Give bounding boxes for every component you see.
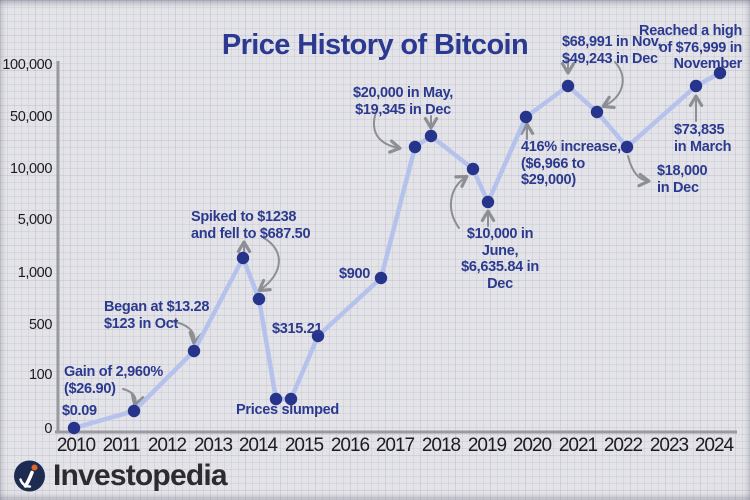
x-axis-label: 2016 bbox=[330, 435, 370, 456]
annotation-price-900: $900 bbox=[339, 266, 371, 282]
x-axis-label: 2024 bbox=[694, 435, 734, 456]
annotation-spiked-2013: Spiked to $1238 and fell to $687.50 bbox=[191, 209, 311, 242]
annotation-gain-2011: Gain of 2,960% ($26.90) bbox=[64, 364, 163, 397]
x-axis-label: 2017 bbox=[375, 435, 415, 456]
data-point bbox=[67, 421, 81, 435]
y-axis-label: 1,000 bbox=[17, 265, 53, 281]
x-axis-label: 2021 bbox=[558, 435, 598, 456]
arrow-10000-curve bbox=[449, 174, 469, 229]
annotation-dip-2022: $18,000 in Dec bbox=[657, 163, 708, 196]
x-axis-label: 2015 bbox=[284, 435, 324, 456]
data-point bbox=[311, 329, 325, 343]
annotation-high-2024: Reached a high of $76,999 in November bbox=[639, 23, 742, 73]
data-point bbox=[269, 392, 283, 406]
data-point bbox=[284, 392, 298, 406]
x-axis-label: 2010 bbox=[56, 435, 96, 456]
x-axis-label: 2014 bbox=[238, 435, 278, 456]
y-axis-label: 5,000 bbox=[17, 212, 53, 228]
data-point bbox=[620, 140, 634, 154]
data-point bbox=[127, 404, 141, 418]
x-axis-label: 2023 bbox=[649, 435, 689, 456]
x-axis-label: 2019 bbox=[467, 435, 507, 456]
data-point bbox=[481, 195, 495, 209]
investopedia-wordmark: Investopedia bbox=[53, 459, 228, 492]
data-point bbox=[424, 129, 438, 143]
annotation-dip-2018: $10,000 in June, $6,635.84 in Dec bbox=[461, 226, 539, 292]
x-axis-label: 2022 bbox=[603, 435, 643, 456]
annotation-arrows bbox=[122, 57, 704, 407]
data-point bbox=[374, 271, 388, 285]
data-point bbox=[187, 344, 201, 358]
arrow-began-2012 bbox=[170, 320, 203, 345]
annotation-price-73835: $73,835 in March bbox=[674, 122, 732, 155]
y-axis-label: 10,000 bbox=[10, 161, 52, 177]
annotation-peak-2021: $68,991 in Nov, $49,243 in Dec bbox=[562, 34, 662, 67]
data-point bbox=[519, 110, 533, 124]
y-axis-label: 100,000 bbox=[2, 57, 52, 73]
annotation-start-2010: $0.09 bbox=[62, 403, 97, 419]
data-point bbox=[466, 162, 480, 176]
x-axis-label: 2020 bbox=[512, 435, 552, 456]
y-axis-label: 0 bbox=[44, 421, 52, 437]
arrow-fell-curve bbox=[257, 237, 280, 293]
brand-logo: Investopedia bbox=[12, 458, 228, 494]
annotation-slumped-2015: Prices slumped bbox=[236, 402, 339, 418]
data-point bbox=[713, 66, 727, 80]
arrow-gain-2011 bbox=[122, 388, 145, 407]
arrow-18000-curve bbox=[627, 155, 651, 188]
x-axis-label: 2011 bbox=[102, 435, 141, 456]
arrow-49243-curve bbox=[601, 61, 624, 110]
y-axis-label: 100 bbox=[29, 367, 52, 383]
investopedia-icon bbox=[14, 460, 45, 492]
annotation-began-2012: Began at $13.28 $123 in Oct bbox=[104, 299, 210, 332]
x-axis-label: 2013 bbox=[193, 435, 233, 456]
data-point bbox=[252, 292, 266, 306]
data-point bbox=[561, 79, 575, 93]
arrow-peak-2017-curve bbox=[373, 111, 402, 154]
data-point bbox=[590, 105, 604, 119]
y-axis-label: 500 bbox=[29, 317, 52, 333]
data-point bbox=[689, 79, 703, 93]
annotation-peak-2017: $20,000 in May, $19,345 in Dec bbox=[352, 85, 454, 118]
x-axis-label: 2012 bbox=[147, 435, 187, 456]
data-point bbox=[408, 140, 422, 154]
y-axis-label: 50,000 bbox=[10, 109, 52, 125]
chart-title: Price History of Bitcoin bbox=[221, 29, 529, 62]
annotation-increase-2020: 416% increase, ($6,966 to $29,000) bbox=[521, 139, 621, 189]
data-point bbox=[236, 251, 250, 265]
x-axis-label: 2018 bbox=[421, 435, 461, 456]
data-points bbox=[67, 66, 727, 435]
annotation-price-315: $315.21 bbox=[272, 321, 323, 337]
price-line bbox=[71, 70, 723, 431]
